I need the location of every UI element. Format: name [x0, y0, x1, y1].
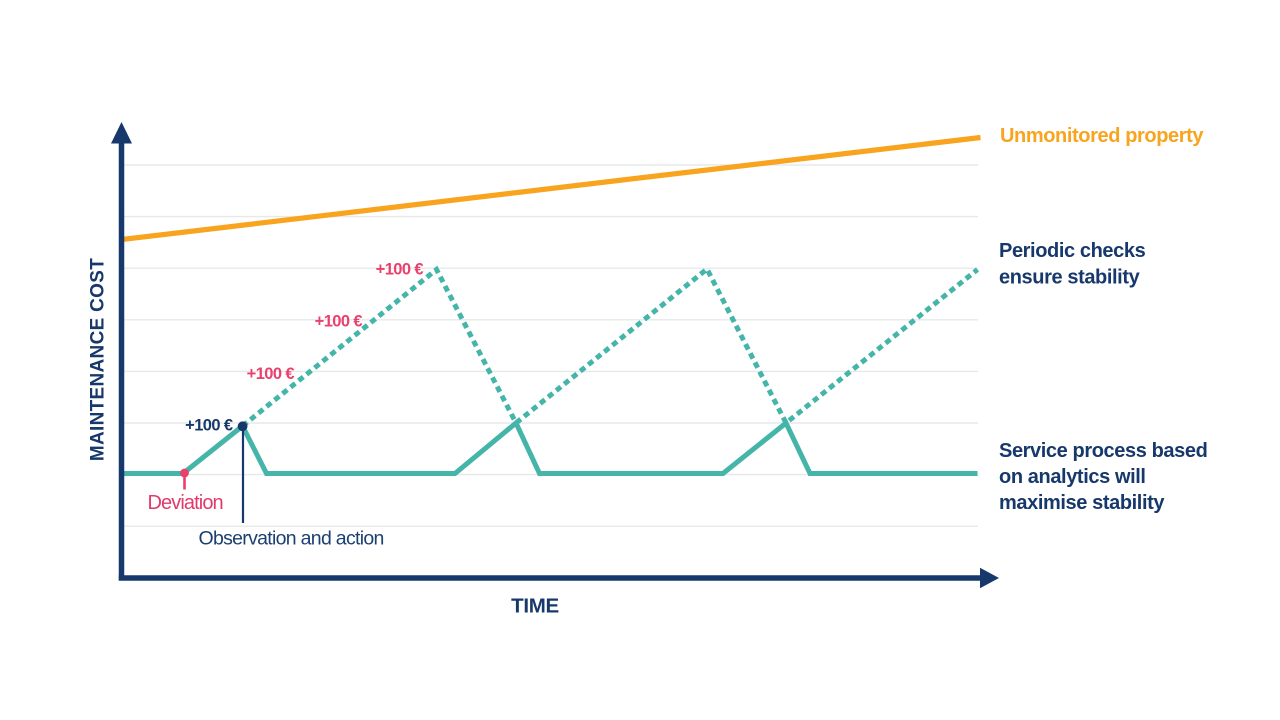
svg-text:on analytics will: on analytics will: [999, 466, 1146, 488]
svg-text:+100 €: +100 €: [247, 365, 295, 383]
svg-text:Service process based: Service process based: [999, 440, 1207, 462]
svg-text:TIME: TIME: [511, 594, 559, 617]
svg-text:Unmonitored property: Unmonitored property: [1000, 125, 1204, 147]
svg-text:Deviation: Deviation: [148, 492, 223, 514]
svg-text:+100 €: +100 €: [376, 261, 424, 279]
svg-text:maximise stability: maximise stability: [999, 492, 1165, 514]
svg-text:Observation and action: Observation and action: [199, 528, 384, 550]
svg-text:+100 €: +100 €: [315, 313, 363, 331]
svg-text:ensure stability: ensure stability: [999, 267, 1141, 289]
svg-text:Periodic checks: Periodic checks: [999, 240, 1146, 262]
svg-text:MAINTENANCE COST: MAINTENANCE COST: [88, 258, 109, 461]
svg-text:+100 €: +100 €: [185, 417, 233, 435]
